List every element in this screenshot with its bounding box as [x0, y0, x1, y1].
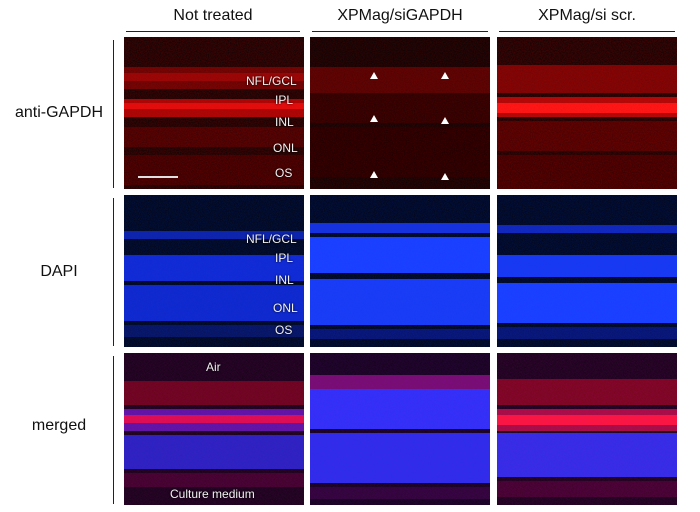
panel-merged-xpmag-si-scr — [497, 353, 677, 505]
row-label-anti-gapdh: anti-GAPDH — [14, 104, 104, 121]
layer-label-os: OS — [275, 323, 293, 337]
column-header-label: XPMag/si scr. — [538, 7, 636, 24]
micrograph-image — [497, 37, 677, 189]
micrograph-image — [310, 195, 490, 347]
layer-label-ipl: IPL — [275, 251, 294, 265]
layer-label-os: OS — [275, 166, 293, 180]
panel-dapi-xpmag-si-scr — [497, 195, 677, 347]
layer-label-onl: ONL — [273, 301, 298, 315]
row-rule-anti-gapdh — [113, 40, 114, 188]
row-rule-merged — [113, 356, 114, 504]
layer-label-ipl: IPL — [275, 93, 294, 107]
micrograph-image — [124, 353, 304, 505]
column-header-label: XPMag/siGAPDH — [337, 7, 463, 24]
panel-gapdh-not-treated: NFL/GCL IPL INL ONL OS — [124, 37, 304, 189]
arrowhead-icon — [370, 115, 378, 122]
layer-label-inl: INL — [275, 273, 294, 287]
row-label-merged: merged — [31, 417, 87, 434]
arrowhead-icon — [441, 72, 449, 79]
micrograph-image — [124, 195, 304, 347]
micrograph-image — [310, 353, 490, 505]
scale-bar — [138, 176, 178, 178]
column-header-label: Not treated — [173, 7, 253, 24]
row-label-dapi: DAPI — [40, 263, 78, 280]
arrowhead-icon — [441, 117, 449, 124]
panel-dapi-xpmag-sigapdh — [310, 195, 490, 347]
column-header-rule — [126, 31, 300, 32]
panel-gapdh-xpmag-sigapdh — [310, 37, 490, 189]
row-rule-dapi — [113, 198, 114, 346]
arrowhead-icon — [370, 171, 378, 178]
column-header-xpmag-si-scr: XPMag/si scr. — [497, 4, 677, 32]
column-header-xpmag-sigapdh: XPMag/siGAPDH — [310, 4, 490, 32]
label-culture-medium: Culture medium — [170, 487, 255, 501]
column-header-rule — [499, 31, 675, 32]
micrograph-image — [497, 195, 677, 347]
micrograph-image — [310, 37, 490, 189]
layer-label-inl: INL — [275, 115, 294, 129]
micrograph-image — [124, 37, 304, 189]
layer-label-nfl-gcl: NFL/GCL — [246, 74, 297, 88]
panel-merged-not-treated: Air Culture medium — [124, 353, 304, 505]
column-header-rule — [312, 31, 488, 32]
panel-gapdh-xpmag-si-scr — [497, 37, 677, 189]
layer-label-nfl-gcl: NFL/GCL — [246, 232, 297, 246]
layer-label-onl: ONL — [273, 141, 298, 155]
panel-merged-xpmag-sigapdh — [310, 353, 490, 505]
column-header-not-treated: Not treated — [124, 4, 302, 32]
panel-dapi-not-treated: NFL/GCL IPL INL ONL OS — [124, 195, 304, 347]
arrowhead-icon — [441, 173, 449, 180]
arrowhead-icon — [370, 72, 378, 79]
label-air: Air — [206, 360, 221, 374]
micrograph-image — [497, 353, 677, 505]
